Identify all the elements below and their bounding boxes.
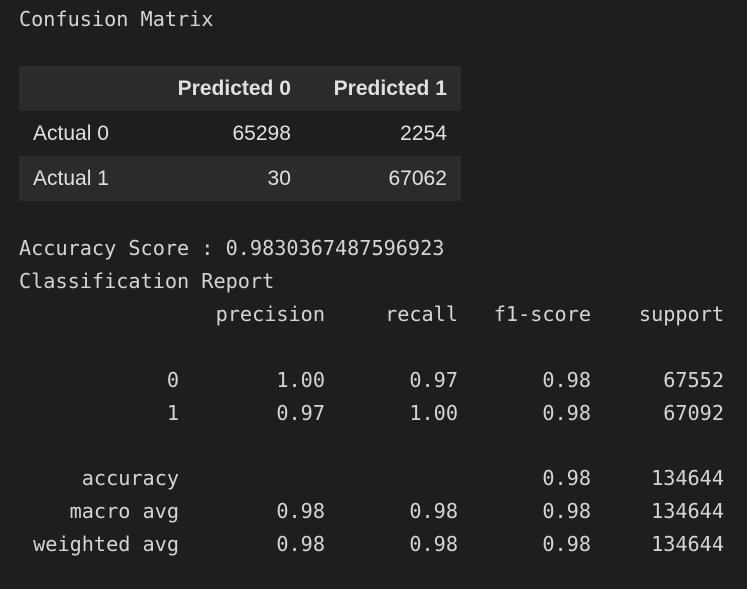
report-header-f1: f1-score (493, 302, 591, 326)
report-cell-f1: 0.98 (542, 466, 591, 490)
report-header-precision: precision (215, 302, 325, 326)
matrix-col-header: Predicted 1 (333, 76, 447, 100)
report-row-label: 1 (166, 401, 179, 425)
report-header-recall: recall (385, 302, 458, 326)
report-cell-precision: 0.98 (276, 532, 325, 556)
matrix-cell: 67062 (388, 166, 447, 190)
report-cell-f1: 0.98 (542, 368, 591, 392)
matrix-cell: 65298 (232, 121, 291, 145)
report-cell-recall: 1.00 (409, 401, 458, 425)
report-cell-support: 67552 (663, 368, 724, 392)
report-cell-support: 134644 (651, 532, 724, 556)
matrix-cell: 30 (267, 166, 291, 190)
matrix-row: Actual 1 30 67062 (19, 156, 461, 201)
report-cell-recall: 0.98 (409, 499, 458, 523)
classification-report-title: Classification Report (19, 269, 275, 293)
report-cell-recall: 0.98 (409, 532, 458, 556)
report-cell-support: 134644 (651, 499, 724, 523)
matrix-cell: 2254 (400, 121, 447, 145)
report-row-label: accuracy (81, 466, 179, 490)
accuracy-score-line: Accuracy Score : 0.9830367487596923 (19, 236, 445, 260)
matrix-corner-cell (19, 66, 149, 111)
report-cell-support: 67092 (663, 401, 724, 425)
report-header-support: support (638, 302, 724, 326)
report-cell-recall: 0.97 (409, 368, 458, 392)
confusion-matrix-title: Confusion Matrix (19, 7, 214, 31)
report-cell-precision: 0.98 (276, 499, 325, 523)
report-cell-f1: 0.98 (542, 499, 591, 523)
report-cell-f1: 0.98 (542, 401, 591, 425)
report-row-label: weighted avg (33, 532, 179, 556)
report-cell-precision: 0.97 (276, 401, 325, 425)
confusion-matrix-table: Predicted 0 Predicted 1 Actual 0 65298 2… (19, 66, 461, 201)
report-row-label: macro avg (69, 499, 179, 523)
matrix-col-header: Predicted 0 (177, 76, 291, 100)
matrix-row-label: Actual 0 (33, 121, 109, 145)
matrix-header-row: Predicted 0 Predicted 1 (19, 66, 461, 111)
report-row-label: 0 (166, 368, 179, 392)
report-cell-precision: 1.00 (276, 368, 325, 392)
report-cell-f1: 0.98 (542, 532, 591, 556)
report-cell-support: 134644 (651, 466, 724, 490)
matrix-row: Actual 0 65298 2254 (19, 111, 461, 156)
matrix-row-label: Actual 1 (33, 166, 109, 190)
